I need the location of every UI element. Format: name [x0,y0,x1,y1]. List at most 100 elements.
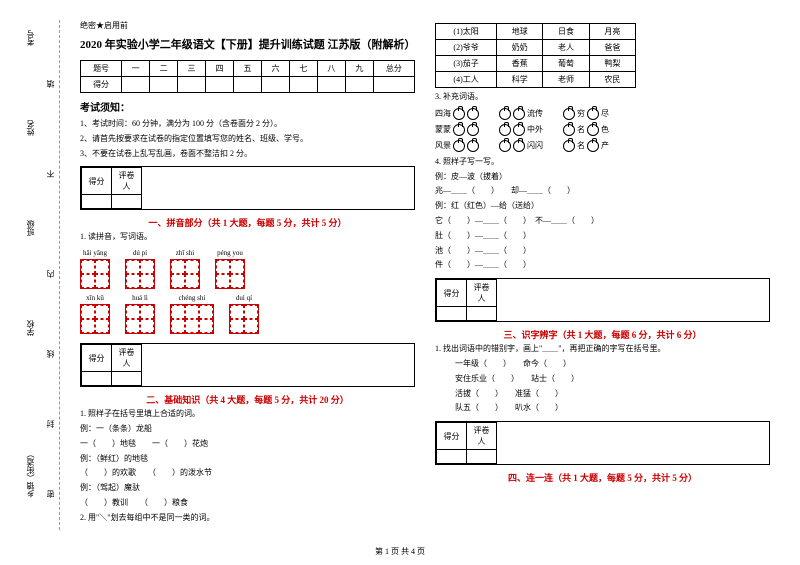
circle-icon[interactable] [513,124,525,136]
circle-icon[interactable] [467,140,479,152]
score-cell[interactable] [437,450,467,464]
q4-l3: 它（ ）—＿＿（ ） 不—＿＿（ ） [435,215,770,228]
idiom-text: 名 [577,124,585,135]
circle-icon[interactable] [499,108,511,120]
circle-icon[interactable] [513,108,525,120]
circle-icon[interactable] [453,140,465,152]
section-score-box-2: 得分评卷人 [80,343,415,387]
q3-1-l0: 一年级（ ） 命今（ ） [435,358,770,371]
margin-hint-1: 不 [45,170,56,178]
pinyin-text: zhī shi [170,249,200,257]
pinyin-text: duì qí [229,294,259,302]
char-grid[interactable] [170,304,214,334]
circle-icon[interactable] [563,124,575,136]
char-grid[interactable] [80,304,110,334]
exam-page: 考号 姓名 班级 学校 乡镇（街道） 填 不 内 线 封 密 绝密★启用前 20… [0,0,800,565]
section-3-title: 三、识字辨字（共 1 大题，每题 6 分，共计 6 分） [435,328,770,341]
score-cell[interactable] [289,77,317,93]
section-score-box-4: 得分评卷人 [435,421,770,465]
score-cell[interactable] [82,372,112,386]
col-2: 二 [150,61,178,77]
pinyin-text: huá lì [125,294,155,302]
char-grid[interactable] [125,259,155,289]
score-cell[interactable] [82,195,112,209]
score-table: 题号 一 二 三 四 五 六 七 八 九 总分 得分 [80,60,415,93]
table-row: (4)工人科学老师农民 [436,72,636,88]
grader-cell[interactable] [467,307,497,321]
margin-label-school: 学校 [25,320,36,336]
cell: 农民 [589,72,635,88]
score-cell[interactable] [234,77,262,93]
circle-icon[interactable] [499,124,511,136]
cell: 爸爸 [589,40,635,56]
pinyin-item: hāi yāng [80,249,110,289]
score-cell[interactable] [122,77,150,93]
char-grid[interactable] [229,304,259,334]
q4-l2: 例：红（红色）—给（送给） [435,200,770,213]
section-score-box-1: 得分评卷人 [80,166,415,210]
idiom-row: 四海 流传 穷尽 [435,108,770,120]
cell: (2)爷爷 [436,40,497,56]
grader-cell[interactable] [112,195,142,209]
cell: 科学 [497,72,543,88]
col-3: 三 [178,61,206,77]
circle-icon[interactable] [587,140,599,152]
q2-1-l2: 一（ ）地毯 一（ ）花炮 [80,438,415,451]
pinyin-item: xīn kǔ [80,294,110,334]
score-cell[interactable] [373,77,414,93]
score-cell[interactable] [150,77,178,93]
margin-label-town: 乡镇（街道） [25,450,36,498]
score-cell[interactable] [317,77,345,93]
pinyin-item: dú pí [125,249,155,289]
circle-icon[interactable] [467,108,479,120]
circle-icon[interactable] [563,108,575,120]
idiom-text: 产 [601,140,609,151]
circle-icon[interactable] [499,140,511,152]
col-total: 总分 [373,61,414,77]
circle-icon[interactable] [587,108,599,120]
idiom-item: 穷尽 [563,108,609,120]
pinyin-item: péng you [215,249,245,289]
section-1-title: 一、拼音部分（共 1 大题，每题 5 分，共计 5 分） [80,216,415,229]
margin-hint-4: 封 [45,420,56,428]
char-grid[interactable] [170,259,200,289]
idiom-item: 流传 [499,108,543,120]
idiom-item: 名色 [563,124,609,136]
char-grid[interactable] [125,304,155,334]
q3-1-l3: 队五（ ） 叭水（ ） [435,402,770,415]
col-6: 六 [261,61,289,77]
notice-3: 3、不要在试卷上乱写乱画，卷面不整洁扣 2 分。 [80,148,415,161]
circle-icon[interactable] [587,124,599,136]
grader-label: 评卷人 [112,345,142,372]
idiom-item: 风景 [435,140,479,152]
grader-cell[interactable] [467,450,497,464]
cell: (3)茄子 [436,56,497,72]
circle-icon[interactable] [467,124,479,136]
cell: 葡萄 [543,56,589,72]
score-cell[interactable] [437,307,467,321]
score-cell[interactable] [206,77,234,93]
grader-label: 评卷人 [467,423,497,450]
idiom-item: 四海 [435,108,479,120]
circle-icon[interactable] [563,140,575,152]
margin-hint-5: 密 [45,490,56,498]
circle-icon[interactable] [453,108,465,120]
circle-icon[interactable] [453,124,465,136]
score-cell[interactable] [178,77,206,93]
q3-1-l1: 安住乐业（ ） 站士（ ） [435,373,770,386]
cell: 月亮 [589,24,635,40]
score-cell[interactable] [261,77,289,93]
idiom-item: 中外 [499,124,543,136]
idiom-item: 名产 [563,140,609,152]
score-cell[interactable] [345,77,373,93]
q3-1: 1. 找出词语中的错别字，画上"＿＿"，再把正确的字写在括号里。 [435,343,770,356]
char-grid[interactable] [215,259,245,289]
grader-cell[interactable] [112,372,142,386]
q4-l6: 件（ ）—＿＿（ ） [435,259,770,272]
margin-label-class: 班级 [25,220,36,236]
circle-icon[interactable] [513,140,525,152]
idiom-text: 风景 [435,140,451,151]
char-grid[interactable] [80,259,110,289]
section-2-title: 二、基础知识（共 4 大题，每题 5 分，共计 20 分） [80,393,415,406]
q1-1: 1. 读拼音，写词语。 [80,231,415,244]
